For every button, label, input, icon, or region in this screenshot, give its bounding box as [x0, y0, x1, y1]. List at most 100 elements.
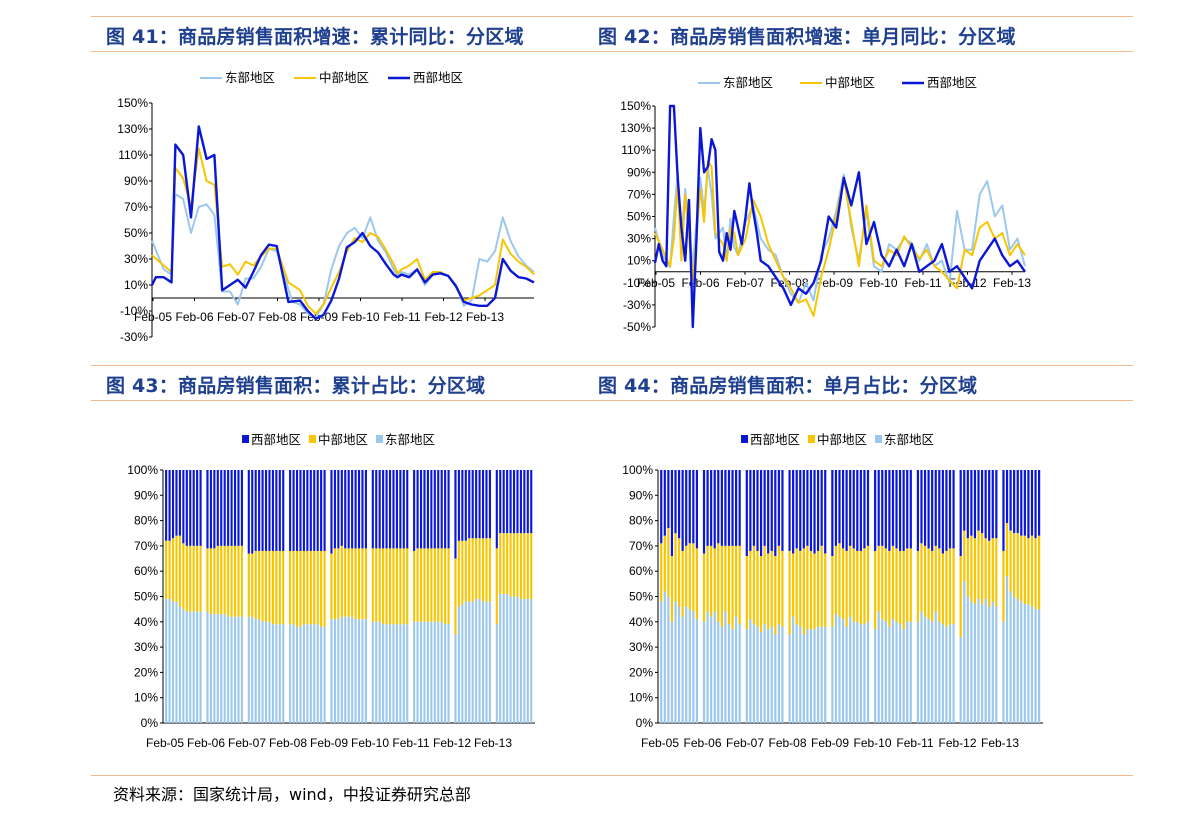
bar-segment-central — [523, 533, 526, 600]
bar-segment-east — [660, 601, 663, 723]
bar-segment-central — [433, 548, 436, 622]
source-rule — [91, 775, 1133, 776]
legend-label-central: 中部地区 — [825, 75, 875, 90]
bar-segment-west — [695, 470, 698, 549]
bar-segment-west — [738, 470, 741, 546]
bar-segment-east — [667, 596, 670, 723]
y-tick-label: 10% — [627, 254, 651, 268]
bar-segment-central — [980, 533, 984, 605]
bar-segment-central — [995, 538, 998, 607]
bar-segment-east — [770, 626, 773, 723]
bar-segment-central — [749, 550, 752, 620]
bar-segment-west — [795, 470, 798, 549]
bar-segment-west — [717, 470, 720, 544]
bar-segment-west — [706, 470, 709, 546]
bar-segment-east — [395, 624, 398, 723]
x-tick-label: Feb-12 — [424, 310, 462, 324]
bar-segment-east — [838, 616, 841, 723]
bar-segment-east — [874, 629, 877, 723]
bar-segment-west — [991, 470, 994, 539]
y-tick-label: 10% — [629, 691, 653, 705]
bar-segment-west — [831, 470, 834, 557]
bar-segment-central — [948, 548, 952, 625]
bar-segment-east — [485, 601, 488, 723]
legend-swatch-central — [309, 435, 316, 443]
y-tick-label: 40% — [629, 615, 653, 629]
bar-segment-west — [923, 470, 927, 546]
bar-segment-east — [423, 621, 426, 723]
bar-segment-central — [952, 548, 955, 625]
legend-label-east: 东部地区 — [225, 70, 275, 85]
bar-segment-east — [399, 624, 402, 723]
bar-segment-west — [282, 470, 285, 551]
bar-segment-west — [416, 470, 419, 549]
caption-rule-upper — [91, 51, 1133, 52]
bar-segment-east — [866, 621, 870, 723]
bar-segment-central — [302, 550, 305, 625]
bar-segment-west — [392, 470, 395, 549]
bar-segment-central — [347, 548, 350, 617]
series-line-west — [653, 104, 1026, 329]
x-tick-label: Feb-10 — [341, 310, 379, 324]
bar-segment-central — [859, 550, 862, 625]
bar-segment-east — [938, 621, 941, 723]
bar-segment-central — [813, 553, 816, 630]
bar-segment-central — [838, 543, 841, 617]
bar-segment-central — [378, 548, 381, 622]
bar-segment-east — [849, 616, 852, 723]
bar-segment-east — [995, 606, 998, 723]
bar-segment-west — [519, 470, 522, 534]
bar-segment-west — [388, 470, 392, 549]
bar-segment-east — [745, 629, 748, 723]
bar-segment-east — [752, 624, 756, 723]
bar-segment-west — [502, 470, 505, 534]
y-tick-label: 60% — [629, 564, 653, 578]
y-tick-label: 100% — [127, 463, 158, 477]
bar-segment-central — [289, 550, 292, 625]
bar-segment-central — [475, 538, 478, 600]
bar-segment-west — [309, 470, 312, 551]
bar-segment-west — [457, 470, 460, 541]
bar-segment-east — [759, 631, 763, 723]
series-line-central — [654, 160, 1026, 317]
x-tick-label: Feb-07 — [726, 736, 764, 750]
bar-segment-west — [752, 470, 756, 546]
bar-segment-west — [375, 470, 378, 549]
bar-segment-west — [1030, 470, 1034, 536]
bar-segment-east — [863, 624, 866, 723]
bar-segment-central — [178, 535, 181, 607]
bar-segment-central — [478, 538, 481, 600]
bar-segment-east — [340, 616, 343, 723]
bar-segment-central — [165, 540, 168, 600]
bar-segment-east — [385, 624, 388, 723]
bar-segment-west — [702, 470, 706, 554]
bar-segment-central — [240, 545, 243, 617]
bar-segment-west — [299, 470, 302, 551]
bar-segment-central — [337, 548, 340, 620]
bar-segment-west — [461, 470, 464, 541]
bar-segment-east — [774, 634, 777, 723]
bar-segment-west — [710, 470, 713, 546]
bar-segment-east — [227, 616, 230, 723]
bar-segment-east — [457, 606, 460, 723]
y-tick-label: 110% — [621, 143, 651, 157]
bar-segment-central — [881, 545, 884, 620]
bar-segment-east — [973, 604, 977, 723]
bar-segment-central — [674, 533, 677, 602]
bar-segment-west — [685, 470, 688, 546]
bar-segment-central — [430, 548, 433, 622]
bar-segment-east — [371, 621, 374, 723]
bar-segment-central — [399, 548, 402, 625]
y-tick-label: 80% — [134, 514, 158, 528]
bar-segment-central — [720, 545, 723, 627]
bar-segment-central — [902, 550, 905, 630]
bar-segment-west — [692, 470, 695, 544]
bar-segment-central — [309, 550, 312, 625]
bar-segment-east — [354, 619, 357, 723]
bar-segment-central — [1002, 550, 1005, 622]
bar-segment-west — [419, 470, 423, 549]
bar-segment-east — [468, 601, 471, 723]
bar-segment-east — [313, 624, 316, 723]
x-tick-label: Feb-07 — [726, 276, 764, 290]
bar-segment-west — [852, 470, 855, 549]
